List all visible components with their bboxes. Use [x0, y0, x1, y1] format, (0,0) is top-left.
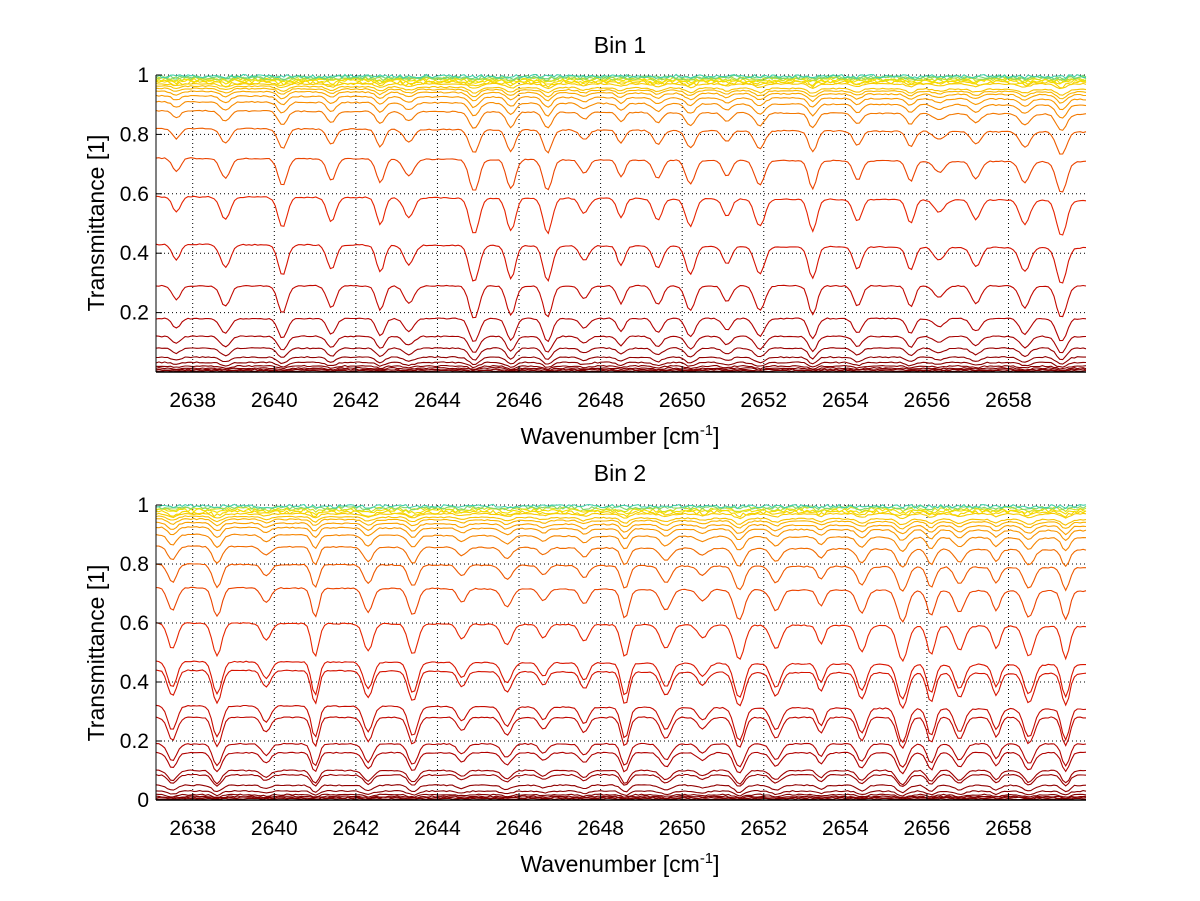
series-line — [155, 364, 1087, 370]
x-tick-label: 2656 — [904, 389, 951, 412]
series-line — [155, 368, 1087, 372]
x-tick-label: 2646 — [496, 817, 543, 840]
series-group — [155, 73, 1087, 373]
series-line — [156, 127, 1087, 155]
series-line — [155, 75, 1087, 82]
x-tick-label: 2642 — [333, 389, 380, 412]
y-tick-label: 0.8 — [120, 123, 149, 146]
series-line — [155, 751, 1087, 775]
series-line — [155, 716, 1086, 750]
series-line — [155, 82, 1087, 90]
series-line — [155, 515, 1087, 526]
y-tick-label: 0.4 — [120, 242, 150, 265]
y-tick-label: 1 — [137, 64, 149, 87]
x-tick-label: 2654 — [822, 389, 869, 412]
series-line — [155, 347, 1087, 361]
x-tick-label: 2638 — [169, 389, 216, 412]
series-line — [155, 790, 1087, 797]
series-line — [155, 769, 1087, 786]
x-tick-label: 2642 — [333, 817, 380, 840]
series-line — [155, 506, 1087, 513]
y-tick-label: 1 — [137, 494, 149, 517]
plot-title: Bin 1 — [594, 32, 646, 58]
y-axis-label: Transmittance [1] — [83, 565, 109, 742]
series-line — [155, 793, 1087, 799]
ticks: 2638 2640 2642 2644 2646 2648 2650 2652 2654 2656… — [120, 64, 1032, 412]
x-tick-label: 2648 — [577, 817, 624, 840]
series-line — [155, 796, 1087, 800]
series-line — [155, 509, 1087, 518]
y-tick-label: 0.2 — [120, 302, 149, 325]
x-tick-label: 2640 — [251, 817, 298, 840]
series-line — [156, 73, 1087, 80]
x-tick-label: 2650 — [659, 389, 706, 412]
x-tick-label: 2658 — [985, 389, 1032, 412]
x-tick-label: 2640 — [251, 389, 298, 412]
plot-title: Bin 2 — [594, 460, 646, 486]
series-line — [155, 157, 1087, 193]
series-line — [155, 503, 1087, 510]
ticks: 2638 2640 2642 2644 2646 2648 2650 2652 2654 2656… — [120, 494, 1032, 840]
series-line — [155, 356, 1086, 366]
series-line — [155, 586, 1087, 623]
axes — [155, 505, 1086, 801]
series-line — [155, 87, 1087, 100]
series-line — [155, 284, 1087, 319]
y-tick-label: 0.8 — [120, 553, 149, 576]
series-line — [155, 533, 1087, 553]
series-line — [155, 361, 1087, 369]
x-tick-label: 2650 — [659, 817, 706, 840]
x-tick-label: 2648 — [577, 389, 624, 412]
series-line — [155, 521, 1087, 536]
series-line — [155, 77, 1087, 84]
y-axis-label: Transmittance [1] — [83, 135, 109, 312]
series-line — [155, 784, 1087, 794]
series-line — [155, 195, 1087, 236]
y-tick-label: 0 — [137, 789, 149, 812]
x-tick-label: 2644 — [414, 817, 461, 840]
series-line — [155, 512, 1087, 520]
x-tick-label: 2644 — [414, 389, 461, 412]
x-tick-label: 2654 — [822, 817, 869, 840]
series-line — [155, 795, 1087, 800]
series-line — [155, 742, 1087, 768]
series-group — [155, 503, 1087, 801]
plot-bin-2: Bin 2 Transmittance [1] Wavenumber [cm-1… — [83, 460, 1087, 877]
series-line — [155, 94, 1087, 111]
series-line — [155, 90, 1087, 104]
series-line — [155, 773, 1087, 787]
series-line — [155, 100, 1087, 119]
series-line — [155, 317, 1087, 343]
series-line — [155, 517, 1086, 530]
series-line — [155, 545, 1087, 568]
y-tick-label: 0.6 — [120, 612, 149, 635]
x-tick-label: 2652 — [740, 389, 787, 412]
x-tick-label: 2658 — [985, 817, 1032, 840]
series-line — [155, 669, 1087, 710]
series-line — [155, 367, 1087, 371]
x-tick-label: 2652 — [740, 817, 787, 840]
axes — [155, 75, 1086, 373]
series-line — [155, 660, 1086, 700]
series-line — [155, 563, 1086, 592]
x-tick-label: 2646 — [496, 389, 543, 412]
x-axis-label: Wavenumber [cm-1] — [520, 850, 719, 877]
series-line — [155, 109, 1087, 131]
x-tick-label: 2656 — [904, 817, 951, 840]
series-line — [155, 335, 1087, 354]
plot-bin-1: Bin 1 Transmittance [1] Wavenumber [cm-1… — [83, 32, 1087, 449]
series-line — [155, 85, 1087, 96]
y-tick-label: 0.6 — [120, 183, 149, 206]
series-line — [155, 704, 1087, 744]
x-tick-label: 2638 — [169, 817, 216, 840]
x-axis-label: Wavenumber [cm-1] — [520, 422, 719, 449]
y-tick-label: 0.2 — [120, 730, 149, 753]
series-line — [155, 526, 1087, 542]
y-tick-label: 0.4 — [120, 671, 150, 694]
series-line — [155, 79, 1087, 89]
series-line — [155, 243, 1087, 284]
series-line — [155, 621, 1087, 663]
